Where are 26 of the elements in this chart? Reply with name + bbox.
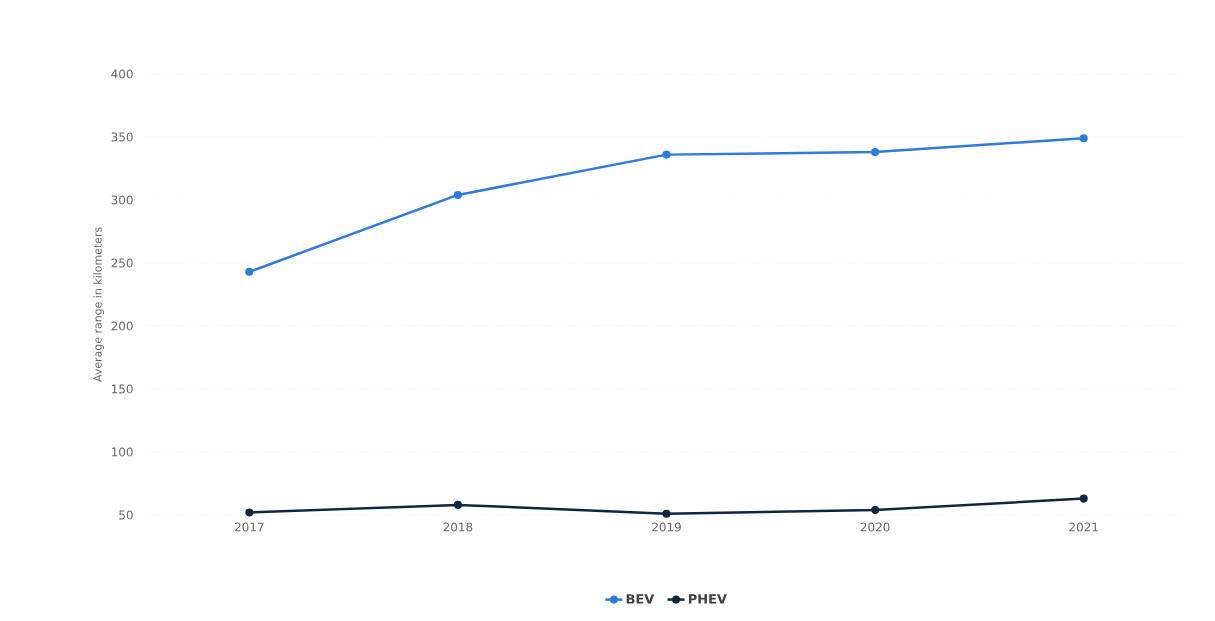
point <box>453 190 462 199</box>
y-tick-label: 100 <box>112 447 133 457</box>
legend-label: BEV <box>626 594 655 604</box>
x-tick-label: 2017 <box>234 522 264 532</box>
y-tick-label: 250 <box>111 258 133 268</box>
x-tick-label: 2021 <box>1069 522 1098 532</box>
legend-label: PHEV <box>688 594 727 604</box>
point <box>453 500 462 509</box>
y-tick-label: 50 <box>119 510 133 520</box>
point <box>245 267 254 276</box>
x-tick-label: 2019 <box>652 522 681 532</box>
y-tick-label: 300 <box>111 195 133 205</box>
y-tick-label: 350 <box>111 132 133 142</box>
point <box>1079 134 1088 143</box>
y-tick-label: 150 <box>112 384 133 394</box>
point <box>871 148 880 157</box>
y-axis-title: Average range in kilometers <box>93 227 104 382</box>
x-tick-label: 2018 <box>443 522 473 532</box>
point <box>662 509 671 518</box>
point <box>1079 494 1088 503</box>
y-tick-label: 400 <box>111 69 133 79</box>
x-tick-label: 2020 <box>860 522 890 532</box>
point <box>871 505 880 514</box>
point <box>662 150 671 159</box>
y-tick-label: 200 <box>111 321 133 331</box>
point <box>245 508 254 517</box>
